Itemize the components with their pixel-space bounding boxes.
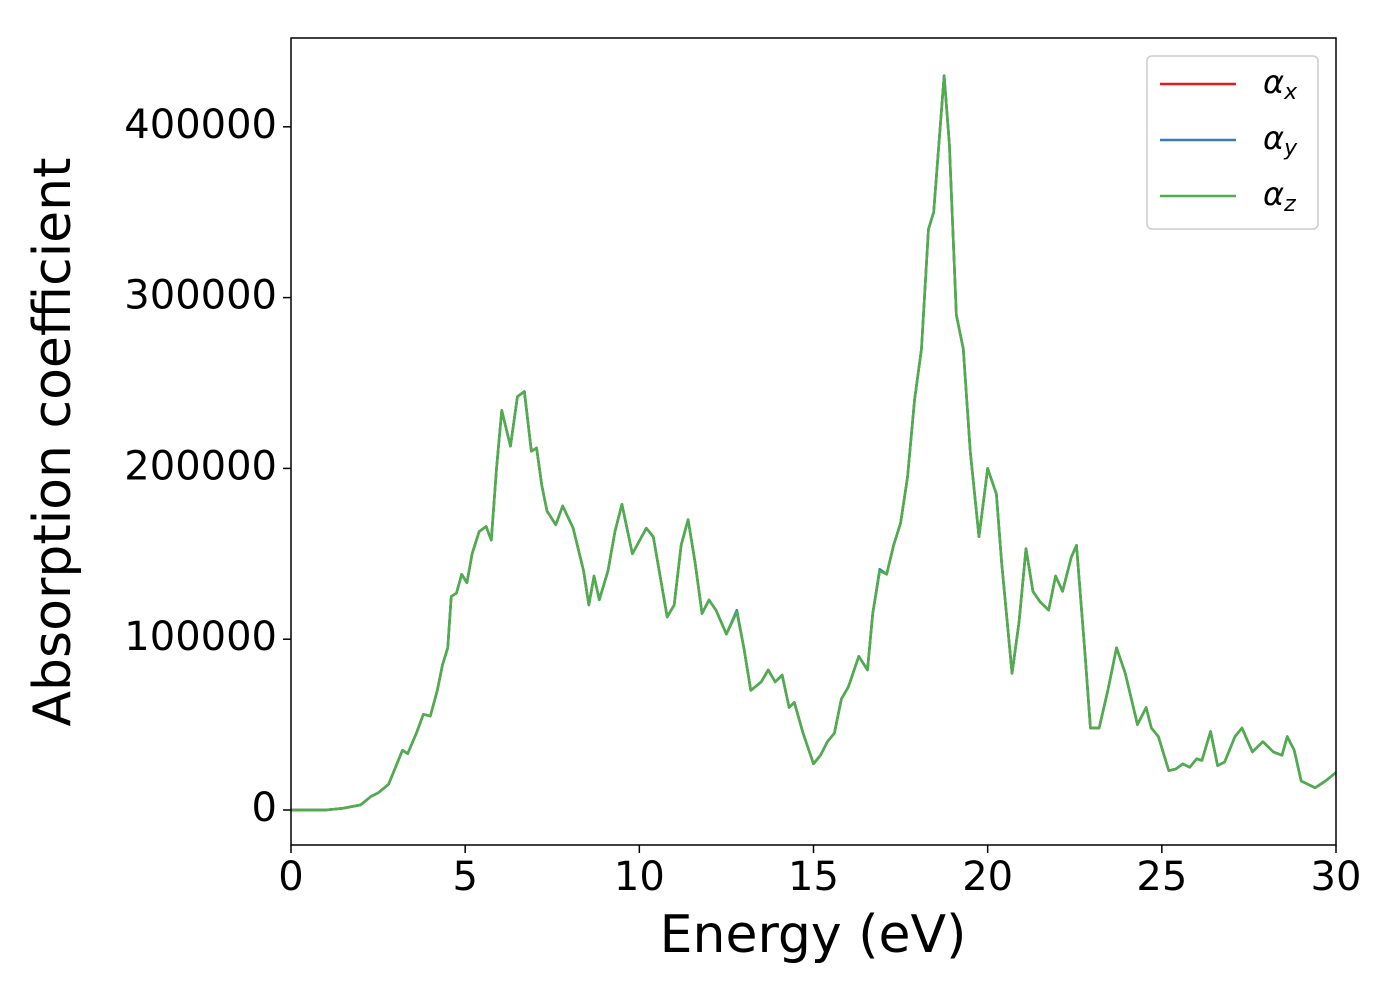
legend-label: αz xyxy=(1263,175,1296,217)
plot-frame xyxy=(290,37,1337,846)
y-tick-label: 200000 xyxy=(124,443,277,489)
legend-box xyxy=(1146,55,1319,230)
x-tick-label: 25 xyxy=(1136,854,1187,900)
x-tick-label: 20 xyxy=(962,854,1013,900)
x-tick-label: 15 xyxy=(788,854,839,900)
y-tick-label: 300000 xyxy=(124,273,277,319)
legend-label: αy xyxy=(1263,119,1298,161)
y-tick-label: 0 xyxy=(252,785,277,831)
x-tick-label: 0 xyxy=(278,854,303,900)
x-tick-label: 5 xyxy=(452,854,477,900)
legend-label: αx xyxy=(1263,63,1298,105)
x-tick-label: 30 xyxy=(1311,854,1362,900)
y-tick-label: 100000 xyxy=(124,614,277,660)
y-tick-label: 400000 xyxy=(124,102,277,148)
x-tick-label: 10 xyxy=(614,854,665,900)
x-axis-label: Energy (eV) xyxy=(660,905,967,965)
series-line xyxy=(291,74,1337,812)
y-axis-label: Absorption coefficient xyxy=(23,157,83,726)
